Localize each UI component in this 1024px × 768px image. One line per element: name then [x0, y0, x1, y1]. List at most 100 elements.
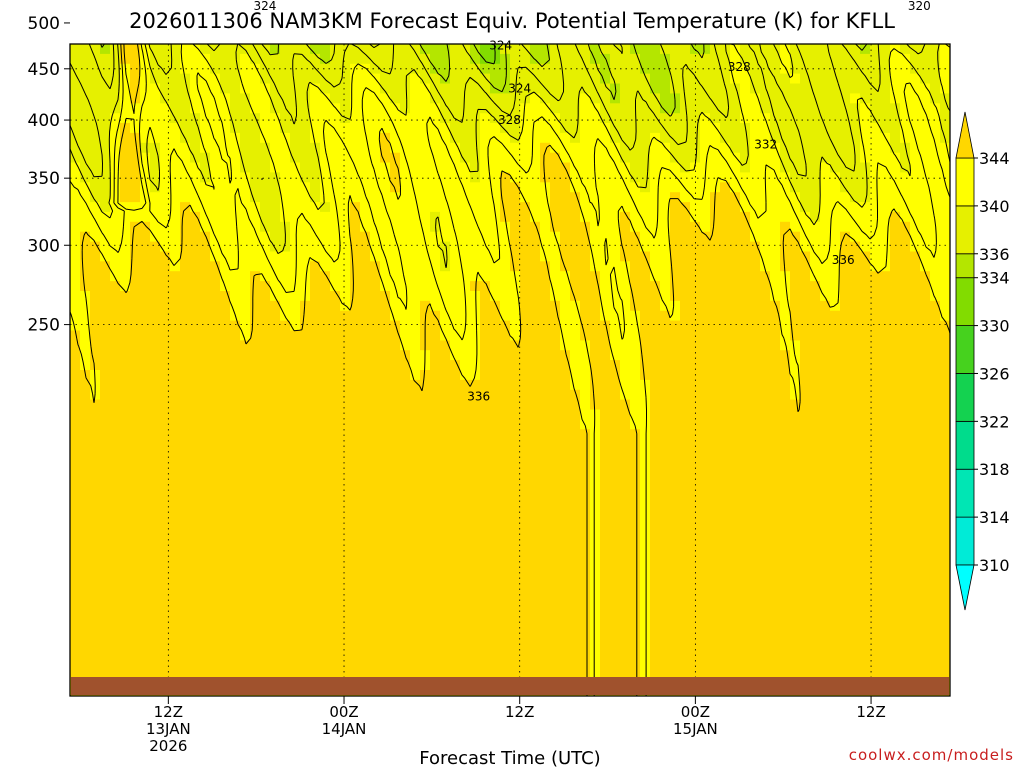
field-cell	[410, 281, 421, 292]
field-cell	[710, 152, 721, 164]
field-cell	[220, 567, 231, 579]
field-cell	[400, 221, 411, 233]
field-cell	[620, 281, 631, 292]
field-cell	[620, 251, 631, 262]
field-cell	[220, 350, 231, 361]
field-cell	[430, 458, 441, 470]
field-cell	[90, 310, 101, 322]
field-cell	[660, 537, 671, 549]
field-cell	[490, 63, 501, 75]
field-cell	[390, 182, 401, 193]
field-cell	[190, 439, 201, 450]
field-cell	[280, 597, 291, 608]
field-cell	[760, 458, 771, 470]
field-cell	[170, 478, 181, 490]
field-cell	[670, 251, 681, 262]
field-cell	[600, 142, 611, 154]
field-cell	[210, 508, 221, 519]
field-cell	[640, 567, 651, 579]
field-cell	[430, 113, 441, 124]
field-cell	[730, 63, 741, 75]
field-cell	[780, 330, 791, 341]
field-cell	[770, 429, 781, 440]
field-cell	[620, 83, 631, 94]
field-cell	[460, 241, 471, 253]
field-cell	[370, 123, 381, 134]
field-cell	[290, 83, 301, 94]
field-cell	[470, 310, 481, 322]
field-cell	[380, 182, 391, 193]
field-cell	[590, 557, 601, 569]
field-cell	[580, 360, 591, 371]
field-cell	[350, 439, 361, 450]
field-cell	[280, 617, 291, 628]
field-cell	[570, 537, 581, 549]
field-cell	[230, 142, 241, 154]
field-cell	[560, 547, 571, 559]
field-cell	[490, 152, 501, 164]
field-cell	[710, 73, 721, 85]
field-cell	[700, 370, 711, 381]
field-cell	[560, 537, 571, 549]
field-cell	[720, 439, 731, 450]
field-cell	[790, 113, 801, 124]
field-cell	[690, 192, 701, 203]
field-cell	[200, 360, 211, 371]
field-cell	[690, 202, 701, 213]
field-cell	[480, 547, 491, 559]
field-cell	[560, 409, 571, 420]
field-cell	[300, 636, 311, 648]
field-cell	[530, 389, 541, 401]
field-cell	[100, 399, 111, 411]
field-cell	[230, 528, 241, 539]
field-cell	[150, 360, 161, 371]
field-cell	[670, 211, 681, 223]
field-cell	[410, 429, 421, 440]
field-cell	[320, 44, 331, 55]
field-cell	[250, 518, 261, 529]
field-cell	[180, 379, 191, 391]
field-cell	[460, 350, 471, 361]
field-cell	[240, 241, 251, 253]
field-cell	[780, 478, 791, 490]
field-cell	[140, 113, 151, 124]
field-cell	[250, 478, 261, 490]
field-cell	[500, 271, 511, 282]
field-cell	[320, 587, 331, 598]
field-cell	[520, 103, 531, 114]
field-cell	[820, 93, 831, 104]
field-cell	[700, 468, 711, 480]
field-cell	[280, 202, 291, 213]
field-cell	[290, 409, 301, 420]
field-cell	[330, 498, 341, 509]
field-cell	[120, 83, 131, 94]
field-cell	[320, 370, 331, 381]
field-cell	[380, 409, 391, 420]
field-cell	[380, 429, 391, 440]
field-cell	[490, 498, 501, 509]
field-cell	[110, 123, 121, 134]
field-cell	[670, 666, 681, 677]
field-cell	[670, 379, 681, 391]
field-cell	[380, 350, 391, 361]
field-cell	[490, 646, 501, 658]
field-cell	[140, 330, 151, 341]
field-cell	[570, 300, 581, 312]
field-cell	[790, 182, 801, 193]
field-cell	[180, 389, 191, 401]
field-cell	[590, 626, 601, 638]
field-cell	[650, 83, 661, 94]
field-cell	[420, 132, 431, 144]
field-cell	[410, 291, 421, 302]
field-cell	[600, 370, 611, 381]
field-cell	[270, 577, 281, 588]
field-cell	[580, 93, 591, 104]
field-cell	[590, 231, 601, 243]
field-cell	[500, 231, 511, 243]
field-cell	[330, 528, 341, 539]
field-cell	[560, 103, 571, 114]
field-cell	[120, 389, 131, 401]
field-cell	[160, 666, 171, 677]
field-cell	[90, 666, 101, 677]
field-cell	[200, 300, 211, 312]
